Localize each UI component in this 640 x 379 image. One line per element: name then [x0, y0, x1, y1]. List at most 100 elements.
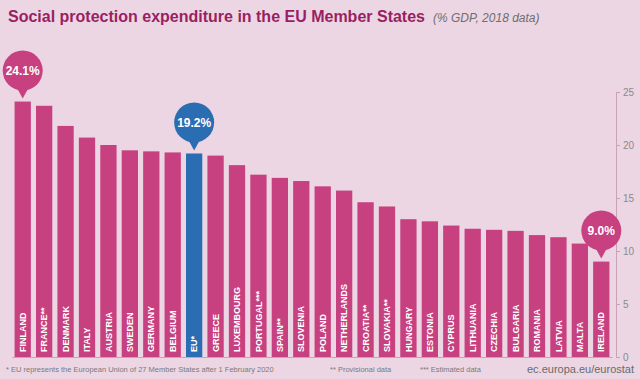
bar: [165, 152, 181, 357]
y-tick-label: 5: [623, 299, 629, 310]
callout-label: 19.2%: [177, 116, 211, 130]
bar: [229, 165, 245, 357]
x-tick: ROMANIA: [532, 309, 542, 352]
bar: [207, 156, 223, 357]
x-tick: SLOVENIA: [296, 305, 306, 352]
bar: [465, 229, 481, 357]
y-tick-mark: [616, 145, 620, 146]
bar: [100, 145, 116, 357]
y-tick-mark: [616, 198, 620, 199]
bar: [186, 153, 202, 357]
x-tick-label: CYPRUS: [446, 314, 456, 352]
footnote: ** Provisional data: [330, 365, 392, 374]
x-tick-label: MALTA: [575, 321, 585, 352]
bar: [422, 221, 438, 357]
y-tick-mark: [616, 357, 620, 358]
subtitle: (% GDP, 2018 data): [433, 11, 540, 25]
x-tick-label: LUXEMBOURG: [232, 287, 242, 352]
x-tick-label: SPAIN**: [275, 318, 285, 352]
y-tick-label: 25: [623, 87, 635, 98]
x-tick: HUNGARY: [404, 307, 414, 352]
y-tick-mark: [616, 304, 620, 305]
x-tick-label: ROMANIA: [532, 309, 542, 352]
bar: [443, 226, 459, 357]
bar: [122, 150, 138, 357]
x-tick: PORTUGAL***: [254, 290, 264, 352]
y-tick: 0: [616, 352, 629, 363]
x-tick-label: AUSTRIA: [104, 312, 114, 352]
x-tick-label: LITHUANIA: [468, 303, 478, 352]
bar: [400, 219, 416, 357]
x-tick: FRANCE**: [39, 307, 49, 352]
x-tick: CROATIA**: [361, 304, 371, 352]
source: ec.europa.eu/eurostat: [527, 363, 634, 375]
bar: [593, 262, 609, 357]
x-tick-label: NETHERLANDS: [339, 284, 349, 352]
x-tick: BULGARIA: [511, 304, 521, 352]
x-tick: GERMANY: [146, 306, 156, 352]
x-tick-label: FRANCE**: [39, 307, 49, 352]
title: Social protection expenditure in the EU …: [8, 8, 425, 25]
x-tick: EU*: [189, 335, 199, 352]
bar: [79, 138, 95, 357]
x-tick-label: SWEDEN: [125, 312, 135, 352]
bar: [315, 186, 331, 357]
y-tick-mark: [616, 92, 620, 93]
bar: [357, 202, 373, 357]
callout-label: 24.1%: [6, 64, 40, 78]
bar: [507, 231, 523, 357]
bar: [336, 191, 352, 357]
y-tick: 10: [616, 246, 635, 257]
x-tick: NETHERLANDS: [339, 284, 349, 352]
x-tick-label: CROATIA**: [361, 304, 371, 352]
callout-bubble: [3, 51, 43, 91]
x-tick: SLOVAKIA**: [382, 299, 392, 352]
y-tick-label: 15: [623, 193, 635, 204]
x-tick: AUSTRIA: [104, 312, 114, 352]
x-tick: FINLAND: [18, 312, 28, 352]
x-tick-label: POLAND: [318, 314, 328, 353]
x-tick: BELGIUM: [168, 311, 178, 353]
bar: [272, 178, 288, 357]
x-tick-label: GREECE: [211, 314, 221, 352]
x-tick: POLAND: [318, 314, 328, 353]
bar: [486, 230, 502, 357]
x-axis: FINLAND FRANCE** DENMARK ITALY AUSTRIA SWEDEN…: [13, 284, 613, 358]
y-tick-label: 10: [623, 246, 635, 257]
x-tick: MALTA: [575, 321, 585, 352]
x-tick-label: CZECHIA: [489, 312, 499, 352]
x-tick-label: FINLAND: [18, 312, 28, 352]
x-tick: ESTONIA: [425, 312, 435, 352]
x-tick-label: HUNGARY: [404, 307, 414, 352]
x-tick-label: PORTUGAL***: [254, 290, 264, 352]
bar: [250, 175, 266, 357]
bar: [15, 102, 31, 357]
y-tick: 20: [616, 140, 635, 151]
bar: [293, 181, 309, 357]
x-tick: LUXEMBOURG: [232, 287, 242, 352]
x-tick: LATVIA: [554, 320, 564, 352]
footnote: *** Estimated data: [420, 365, 482, 374]
footnote: * EU represents the European Union of 27…: [6, 365, 274, 374]
bar: [572, 244, 588, 357]
x-tick: SWEDEN: [125, 312, 135, 352]
bar: [550, 237, 566, 357]
x-tick-label: SLOVAKIA**: [382, 299, 392, 352]
callout-label: 9.0%: [588, 224, 616, 238]
chart: Social protection expenditure in the EU …: [0, 0, 640, 379]
bar: [57, 126, 73, 357]
x-tick: DENMARK: [61, 306, 71, 352]
y-tick: 15: [616, 193, 635, 204]
callouts: 24.1% 19.2% 9.0%: [3, 51, 622, 259]
callout-bubble: [581, 211, 621, 251]
x-tick: IRELAND: [596, 312, 606, 352]
x-tick: LITHUANIA: [468, 303, 478, 352]
y-tick-mark: [616, 251, 620, 252]
bar: [36, 106, 52, 357]
x-tick-label: ITALY: [82, 327, 92, 352]
x-tick-label: LATVIA: [554, 320, 564, 352]
x-tick-label: SLOVENIA: [296, 305, 306, 352]
bar: [379, 206, 395, 357]
x-tick-label: ESTONIA: [425, 312, 435, 352]
x-tick: CZECHIA: [489, 312, 499, 352]
